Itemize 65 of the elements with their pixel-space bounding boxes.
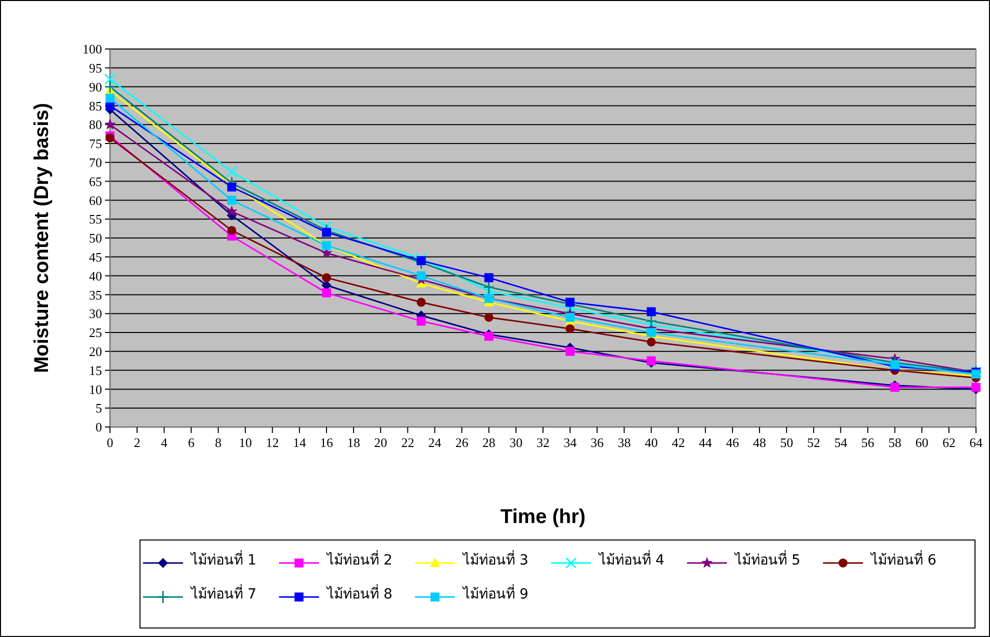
x-tick-label: 2 xyxy=(134,435,140,450)
legend-label: ไม้ท่อนที่ 4 xyxy=(598,550,664,568)
legend-label: ไม้ท่อนที่ 3 xyxy=(462,550,528,568)
x-tick-label: 48 xyxy=(753,435,766,450)
y-tick-label: 10 xyxy=(89,382,102,397)
x-tick-label: 10 xyxy=(238,435,252,450)
x-tick-label: 28 xyxy=(482,435,496,450)
x-tick-label: 16 xyxy=(320,435,334,450)
x-tick-label: 8 xyxy=(215,435,222,450)
y-axis-title: Moisture content (Dry basis) xyxy=(31,102,53,374)
y-tick-label: 95 xyxy=(89,60,102,76)
x-tick-label: 0 xyxy=(106,435,114,450)
x-tick-label: 54 xyxy=(834,435,848,450)
x-tick-label: 60 xyxy=(915,435,928,450)
x-tick-label: 36 xyxy=(590,435,604,450)
legend-label: ไม้ท่อนที่ 2 xyxy=(326,550,392,568)
y-tick-label: 80 xyxy=(89,117,102,132)
y-tick-label: 65 xyxy=(89,174,102,189)
legend-label: ไม้ท่อนที่ 8 xyxy=(326,584,392,602)
x-tick-label: 12 xyxy=(266,435,279,450)
x-tick-label: 24 xyxy=(428,435,442,450)
y-tick-label: 15 xyxy=(89,362,102,378)
y-tick-label: 45 xyxy=(89,249,102,264)
y-tick-label: 5 xyxy=(96,400,102,416)
x-tick-label: 6 xyxy=(188,435,195,450)
y-tick-label: 60 xyxy=(89,192,102,208)
x-tick-label: 50 xyxy=(780,435,794,450)
y-tick-label: 85 xyxy=(89,98,102,114)
y-tick-label: 90 xyxy=(89,79,102,94)
legend-label: ไม้ท่อนที่ 5 xyxy=(734,550,800,568)
y-tick-label: 55 xyxy=(89,212,102,227)
legend-label: ไม้ท่อนที่ 6 xyxy=(870,550,936,568)
y-tick-label: 40 xyxy=(89,268,102,284)
legend-label: ไม้ท่อนที่ 7 xyxy=(190,584,256,602)
y-tick-label: 50 xyxy=(89,230,102,246)
x-tick-label: 44 xyxy=(698,435,712,450)
x-tick-label: 38 xyxy=(618,435,631,450)
legend-label: ไม้ท่อนที่ 1 xyxy=(190,550,256,568)
x-tick-label: 26 xyxy=(455,435,469,450)
x-tick-label: 40 xyxy=(644,435,658,450)
y-tick-label: 20 xyxy=(89,344,102,359)
y-tick-label: 35 xyxy=(89,287,102,302)
x-tick-label: 18 xyxy=(347,435,360,450)
x-tick-label: 20 xyxy=(374,435,388,450)
x-axis-title: Time (hr) xyxy=(500,506,586,528)
x-tick-label: 56 xyxy=(861,435,875,450)
x-tick-label: 4 xyxy=(160,435,168,450)
x-tick-label: 30 xyxy=(509,435,522,450)
x-tick-label: 62 xyxy=(942,435,956,450)
x-tick-label: 52 xyxy=(807,435,820,450)
x-tick-label: 58 xyxy=(888,435,902,450)
x-tick-label: 64 xyxy=(970,435,983,450)
y-tick-label: 100 xyxy=(82,42,102,57)
x-tick-label: 34 xyxy=(564,435,578,450)
x-tick-label: 22 xyxy=(401,435,414,450)
legend-label: ไม้ท่อนที่ 9 xyxy=(462,584,528,602)
y-tick-label: 30 xyxy=(89,306,102,322)
y-tick-label: 75 xyxy=(89,136,102,152)
y-tick-label: 25 xyxy=(89,325,102,340)
x-tick-label: 14 xyxy=(292,435,306,450)
x-tick-label: 32 xyxy=(536,435,550,450)
y-tick-label: 0 xyxy=(96,420,102,435)
y-tick-label: 70 xyxy=(89,154,102,170)
x-tick-label: 42 xyxy=(672,435,685,450)
x-tick-label: 46 xyxy=(726,435,740,450)
